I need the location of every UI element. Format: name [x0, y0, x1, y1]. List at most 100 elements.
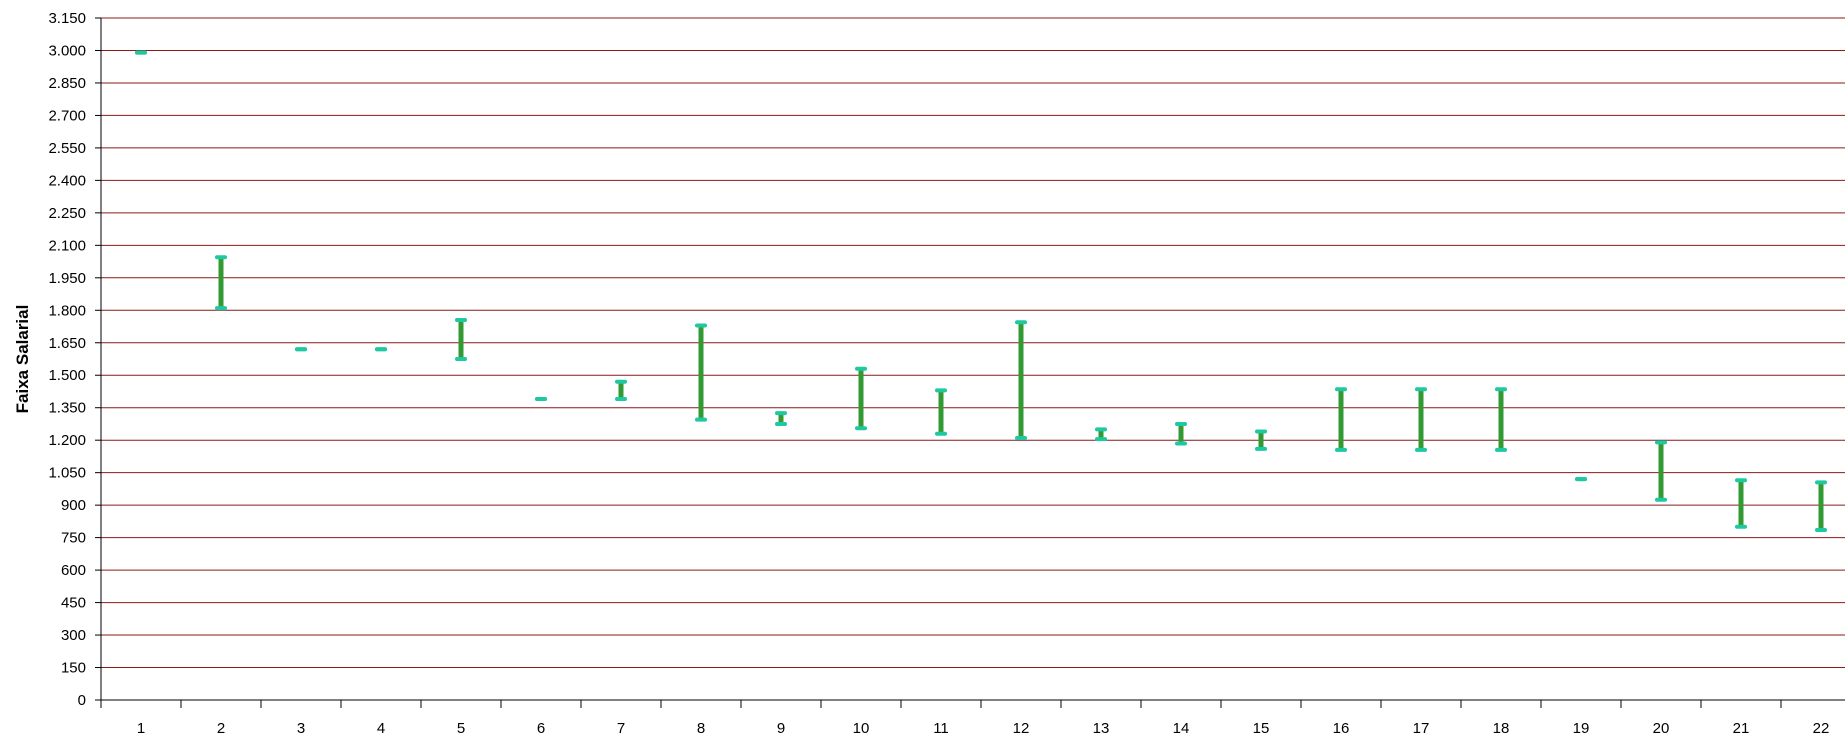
y-tick-labels: 0 150 300 450 600 750 900 1.050 1.200 1.350 1.500 1…	[48, 10, 86, 709]
range-low-marker	[775, 421, 787, 426]
x-tick-label: 8	[697, 720, 705, 737]
range-bar	[855, 366, 867, 431]
x-tick-label: 4	[377, 720, 385, 737]
x-tick-label: 16	[1333, 720, 1350, 737]
y-tick-label: 3.150	[48, 10, 86, 27]
range-low-marker	[135, 50, 147, 55]
range-low-marker	[1815, 528, 1827, 533]
y-tick-label: 2.700	[48, 107, 86, 124]
y-tick-label: 1.200	[48, 432, 86, 449]
range-bar	[1735, 478, 1747, 529]
y-tick-label: 900	[61, 497, 86, 514]
x-tick-label: 11	[933, 720, 949, 737]
range-bars	[135, 50, 1827, 533]
range-high-marker	[1095, 427, 1107, 432]
x-tick-label: 22	[1813, 720, 1830, 737]
y-tick-label: 1.800	[48, 302, 86, 319]
range-bar	[1095, 427, 1107, 442]
range-high-marker	[1495, 387, 1507, 392]
range-bar	[695, 323, 707, 422]
range-low-marker	[695, 417, 707, 422]
range-low-marker	[295, 347, 307, 352]
range-low-marker	[1415, 447, 1427, 452]
range-bar	[375, 347, 387, 352]
range-high-marker	[455, 318, 467, 323]
range-high-marker	[855, 366, 867, 371]
range-high-marker	[1255, 429, 1267, 434]
range-bar	[295, 347, 307, 352]
x-tick-label: 15	[1253, 720, 1270, 737]
x-tick-label: 12	[1013, 720, 1030, 737]
range-low-marker	[1655, 497, 1667, 502]
range-high-marker	[1015, 320, 1027, 325]
y-tick-label: 2.550	[48, 140, 86, 157]
x-tick-label: 7	[617, 720, 625, 737]
x-tick-label: 19	[1573, 720, 1590, 737]
range-high-marker	[775, 411, 787, 416]
y-tick-label: 150	[61, 660, 86, 677]
range-low-marker	[855, 426, 867, 431]
range-low-marker	[375, 347, 387, 352]
range-bar	[535, 397, 547, 402]
x-tick-label: 13	[1093, 720, 1110, 737]
axes	[95, 17, 1845, 708]
range-low-marker	[935, 431, 947, 436]
y-tick-label: 2.850	[48, 75, 86, 92]
x-tick-label: 2	[217, 720, 225, 737]
y-tick-label: 0	[78, 692, 86, 709]
range-bar	[135, 50, 147, 55]
range-high-marker	[1815, 480, 1827, 485]
x-tick-label: 9	[777, 720, 785, 737]
range-bar	[1495, 387, 1507, 452]
range-bar	[1655, 440, 1667, 502]
y-tick-label: 1.500	[48, 367, 86, 384]
x-tick-label: 21	[1733, 720, 1750, 737]
range-bar	[215, 255, 227, 311]
y-tick-label: 1.350	[48, 400, 86, 417]
range-bar	[1255, 429, 1267, 451]
range-low-marker	[1015, 436, 1027, 441]
x-tick-label: 5	[457, 720, 465, 737]
range-low-marker	[455, 357, 467, 361]
range-bar	[775, 411, 787, 426]
range-low-marker	[215, 306, 227, 311]
y-tick-label: 1.950	[48, 270, 86, 287]
x-tick-labels: 1 2 3 4 5 6 7 8 9 10 11 12 13 14 15 16 17 18 19 20 21 22	[137, 720, 1830, 737]
range-bar	[1815, 480, 1827, 533]
range-high-marker	[1175, 421, 1187, 426]
x-tick-label: 18	[1493, 720, 1510, 737]
x-tick-label: 20	[1653, 720, 1670, 737]
range-low-marker	[615, 397, 627, 402]
y-tick-label: 2.400	[48, 172, 86, 189]
range-high-marker	[1655, 440, 1667, 445]
range-bar	[1015, 320, 1027, 441]
range-high-marker	[615, 379, 627, 384]
y-tick-label: 450	[61, 595, 86, 612]
y-tick-label: 750	[61, 530, 86, 547]
range-low-marker	[1735, 524, 1747, 529]
range-low-marker	[1175, 441, 1187, 446]
range-high-marker	[1415, 387, 1427, 392]
range-low-marker	[535, 397, 547, 402]
range-bar	[1575, 477, 1587, 482]
range-high-marker	[215, 255, 227, 260]
range-high-marker	[1335, 387, 1347, 392]
range-bar	[1415, 387, 1427, 452]
range-low-marker	[1255, 446, 1267, 451]
range-low-marker	[1335, 447, 1347, 452]
gridlines	[101, 17, 1845, 669]
range-low-marker	[1095, 437, 1107, 442]
range-bar	[615, 379, 627, 402]
x-tick-label: 17	[1413, 720, 1430, 737]
x-tick-label: 3	[297, 720, 305, 737]
x-tick-label: 6	[537, 720, 545, 737]
y-tick-label: 600	[61, 562, 86, 579]
range-high-marker	[1735, 478, 1747, 483]
x-tick-label: 1	[137, 720, 145, 737]
y-tick-label: 2.100	[48, 237, 86, 254]
y-tick-label: 1.050	[48, 465, 86, 482]
y-axis-title: Faixa Salarial	[13, 305, 32, 414]
range-high-marker	[935, 388, 947, 393]
